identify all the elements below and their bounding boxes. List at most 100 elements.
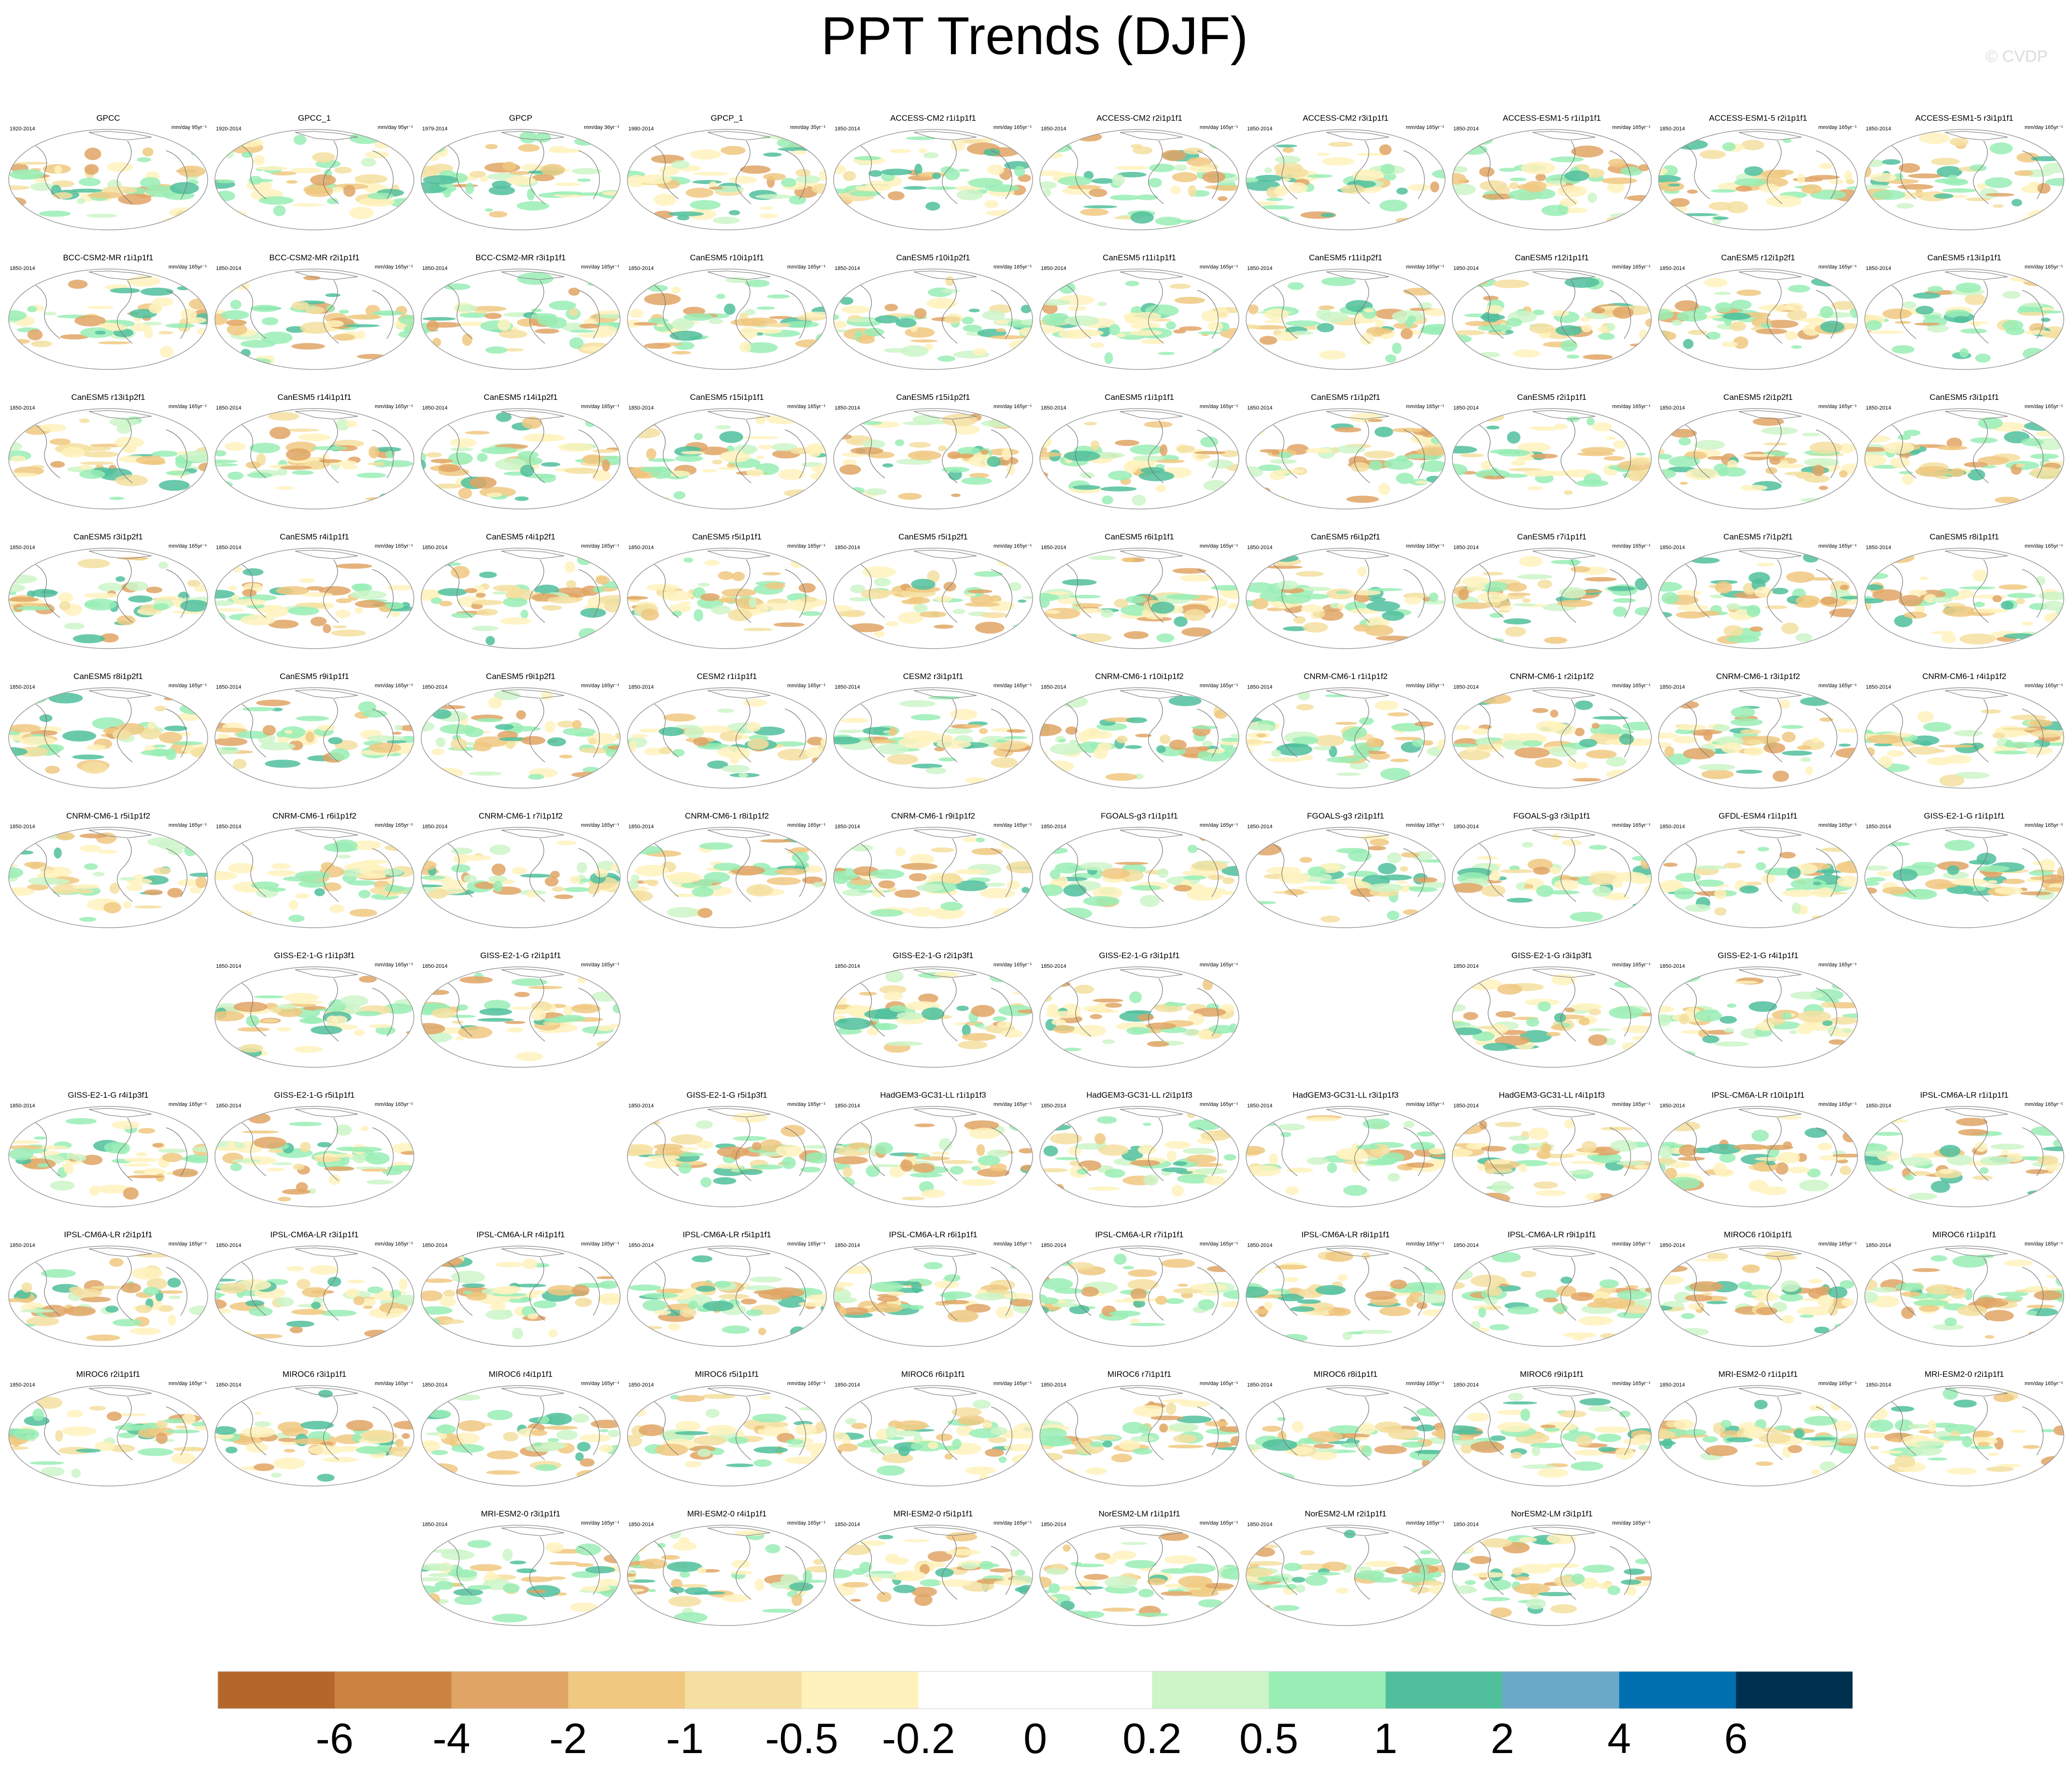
trend-patch <box>795 135 826 143</box>
panel-period: 1850-2014 <box>1453 266 1479 271</box>
panel-units: mm/day 165yr⁻¹ <box>581 1241 619 1247</box>
trend-patch <box>1935 883 1958 888</box>
trend-patch <box>887 754 919 765</box>
map-background <box>9 409 208 509</box>
trend-patch <box>669 330 703 341</box>
trend-patch <box>485 144 498 150</box>
trend-patch <box>1366 1159 1394 1166</box>
trend-patch <box>43 311 57 315</box>
trend-patch <box>1890 457 1910 468</box>
trend-patch <box>114 437 144 449</box>
trend-patch <box>192 418 208 428</box>
trend-patch <box>1618 693 1640 698</box>
trend-patch <box>1112 174 1125 186</box>
trend-patch <box>648 458 676 462</box>
trend-patch <box>491 863 506 876</box>
arctic-land <box>1532 968 1596 978</box>
trend-patch <box>1659 346 1666 355</box>
trend-patch <box>2044 698 2064 707</box>
map-outline <box>1658 1106 1858 1207</box>
trend-patch <box>152 1143 164 1148</box>
trend-patch <box>1952 878 1988 886</box>
panel-period: 1850-2014 <box>216 684 241 690</box>
trend-patch <box>781 1125 806 1137</box>
trend-patch <box>837 729 864 733</box>
trend-patch <box>672 749 685 757</box>
trend-patch <box>1246 466 1263 478</box>
trend-patch <box>1521 162 1556 174</box>
trend-patch <box>91 1286 124 1289</box>
trend-patch <box>299 578 315 583</box>
trend-patch <box>1514 747 1550 759</box>
trend-patch <box>233 599 267 606</box>
trend-patch <box>361 158 376 167</box>
trend-patch <box>1306 1157 1329 1165</box>
trend-patch <box>1928 286 1944 292</box>
trend-patch <box>1179 326 1202 331</box>
trend-patch <box>717 1146 749 1158</box>
trend-patch <box>1832 1154 1858 1158</box>
trend-patch <box>180 600 208 612</box>
trend-patch <box>675 455 703 462</box>
trend-patch <box>1533 426 1558 431</box>
trend-patch <box>2022 348 2045 360</box>
coastline <box>448 559 600 623</box>
trend-patch <box>167 888 183 898</box>
trend-patch <box>262 725 276 736</box>
trend-patch <box>490 1302 506 1311</box>
trend-patch <box>1812 737 1820 743</box>
trend-patch <box>1305 448 1333 453</box>
trend-patch <box>1763 742 1786 754</box>
trend-patch <box>1868 1143 1877 1148</box>
trend-patch <box>456 1004 468 1011</box>
trend-patch <box>383 460 413 467</box>
trend-field <box>834 968 1033 1053</box>
coastline <box>448 699 600 763</box>
arctic-land <box>707 410 771 420</box>
trend-patch <box>1177 1174 1212 1184</box>
trend-patch <box>1603 456 1625 461</box>
trend-patch <box>1479 180 1507 191</box>
trend-patch <box>215 463 239 467</box>
trend-patch <box>1392 342 1402 354</box>
trend-patch <box>142 147 154 156</box>
trend-patch <box>1846 186 1858 190</box>
trend-patch <box>1226 975 1239 981</box>
trend-patch <box>1090 1014 1102 1019</box>
trend-patch <box>1108 470 1133 481</box>
trend-patch <box>724 303 736 315</box>
panel-title: CNRM-CM6-1 r9i1p1f2 <box>891 811 975 821</box>
trend-patch <box>1088 1186 1120 1191</box>
trend-patch <box>1903 429 1921 436</box>
trend-patch <box>976 837 985 843</box>
trend-patch <box>392 731 402 735</box>
trend-patch <box>1707 456 1731 460</box>
panel-title: CNRM-CM6-1 r6i1p1f2 <box>272 811 356 821</box>
trend-patch <box>1317 153 1330 156</box>
trend-patch <box>296 716 329 722</box>
panel-title: CanESM5 r1i1p1f1 <box>1105 393 1174 402</box>
trend-patch <box>677 215 690 221</box>
trend-patch <box>378 312 395 315</box>
trend-patch <box>694 433 703 440</box>
panel-title: FGOALS-g3 r2i1p1f1 <box>1307 811 1384 821</box>
trend-patch <box>1941 633 1957 643</box>
trend-patch <box>1326 756 1360 763</box>
trend-patch <box>1707 1144 1741 1154</box>
trend-patch <box>564 561 576 573</box>
trend-patch <box>918 993 938 1004</box>
trend-patch <box>332 186 343 192</box>
trend-patch <box>1865 887 1877 894</box>
trend-patch <box>713 1177 737 1185</box>
trend-patch <box>940 902 963 911</box>
trend-patch <box>1479 167 1495 177</box>
trend-patch <box>442 1319 465 1324</box>
panel-units: mm/day 165yr⁻¹ <box>787 683 825 689</box>
trend-patch <box>660 590 693 601</box>
trend-patch <box>1555 325 1583 336</box>
trend-patch <box>1360 333 1375 345</box>
